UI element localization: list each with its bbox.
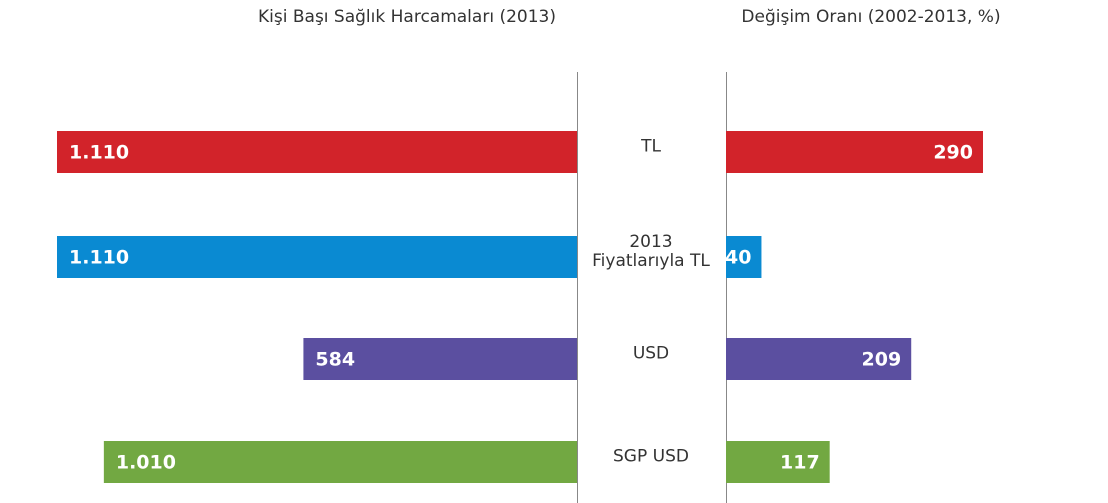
value-label: 584 — [315, 349, 355, 371]
bar — [726, 131, 983, 173]
right-title: Değişim Oranı (2002-2013, %) — [741, 7, 1000, 27]
category-label: TL — [641, 136, 661, 157]
value-label: 1.010 — [116, 452, 176, 474]
value-label: 117 — [780, 452, 820, 474]
value-label: 1.110 — [69, 142, 129, 164]
value-label: 1.110 — [69, 247, 129, 269]
left-title: Kişi Başı Sağlık Harcamaları (2013) — [258, 7, 556, 27]
bar — [303, 338, 577, 380]
bar — [726, 236, 762, 278]
bar — [726, 441, 830, 483]
bar — [103, 441, 577, 483]
category-label: USD — [632, 343, 670, 364]
bar — [726, 338, 912, 380]
value-label: 290 — [933, 142, 973, 164]
bar — [57, 131, 577, 173]
bar — [57, 236, 577, 278]
category-label: SGP USD — [613, 446, 689, 467]
value-label: 209 — [862, 349, 902, 371]
value-label: 40 — [725, 247, 751, 269]
category-label: 2013 Fiyatlarıyla TL — [592, 232, 710, 271]
